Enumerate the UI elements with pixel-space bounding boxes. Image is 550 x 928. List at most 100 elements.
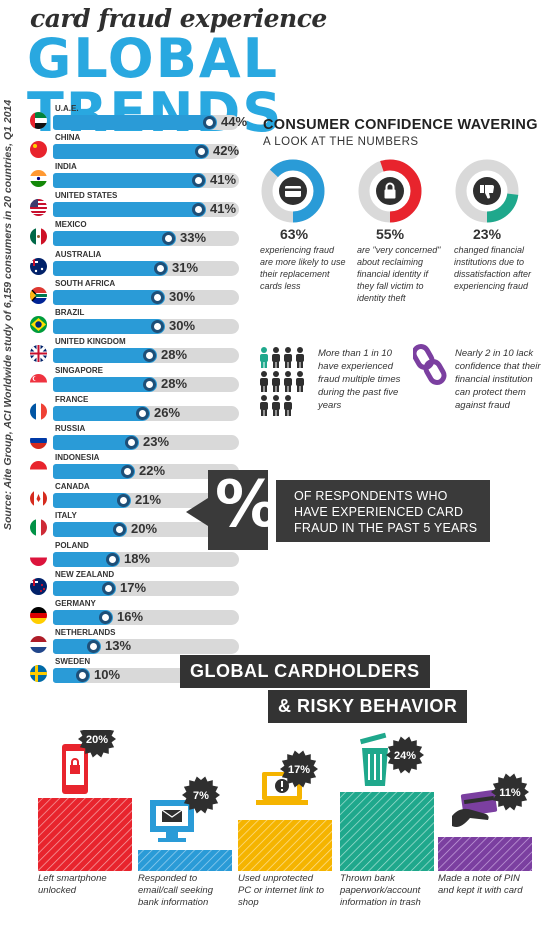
united-kingdom-flag-icon [30,344,47,362]
bar-row-mexico: MEXICO 33% [0,220,250,249]
trash-can-icon [359,732,388,786]
confidence-desc-3: changed financial institutions due to di… [454,245,532,291]
country-label: SINGAPORE [55,365,104,375]
bar-value-label: 42% [213,143,240,159]
mexico-flag-icon [30,228,47,246]
bar-row-united-kingdom: UNITED KINGDOM 28% [0,337,250,366]
country-label: SWEDEN [55,656,91,666]
bar-knob [192,174,205,188]
bar-knob [76,668,89,682]
bar-knob [113,523,126,537]
callout-line-2: HAVE EXPERIENCED CARD [294,505,464,519]
confidence-title: CONSUMER CONFIDENCE WAVERING [263,117,538,133]
confidence-pct-2: 55% [376,226,405,242]
bar-value-label: 21% [135,492,162,508]
bar-value-label: 41% [210,201,237,217]
page-subtitle: card fraud experience [30,4,327,33]
bar-row-singapore: SINGAPORE 28% [0,366,250,395]
sweden-flag-icon [30,664,47,682]
bar-value-label: 28% [161,375,188,391]
bar-knob [151,290,164,304]
bar-knob [87,639,100,653]
smartphone-lock-icon [62,744,88,794]
risky-desc-4: Thrown bank paperwork/account informatio… [340,873,421,908]
bar-value-label: 20% [131,521,158,537]
bar-knob [143,348,156,362]
person-icon [272,395,280,416]
risky-behavior-chart: 20% 7% 17% 24% 11% [38,730,532,871]
risky-burst-5 [491,773,529,811]
united-states-flag-icon [30,199,47,217]
country-label: GERMANY [55,598,96,608]
person-icon [272,347,280,368]
canada-flag-icon [30,490,47,508]
page-title: GLOBAL TRENDS [27,27,284,144]
bar-mexico [53,231,176,247]
bar-value-label: 31% [172,259,199,275]
russia-flag-icon [30,432,47,450]
person-icon [260,347,268,368]
bar-row-china: CHINA 42% [0,133,250,162]
bar-row-new-zealand: NEW ZEALAND 17% [0,570,250,599]
bar-singapore [53,376,157,392]
credit-card-icon [279,177,307,205]
bar-u-a-e [53,115,217,130]
bar-value-label: 13% [105,637,132,653]
card-in-hand-icon [452,789,498,827]
country-label: UNITED STATES [55,191,118,201]
callout-line-1: OF RESPONDENTS WHO [294,489,448,503]
bar-knob [117,494,130,508]
confidence-ring-1 [261,159,325,223]
confidence-subtitle: A LOOK AT THE NUMBERS [263,136,419,148]
risky-pct-4: 24% [394,750,416,762]
country-label: SOUTH AFRICA [55,278,116,288]
risky-block-3 [238,820,332,871]
bar-value-label: 28% [161,346,188,362]
bar-poland [53,551,120,567]
bar-row-russia: RUSSIA 23% [0,424,250,453]
person-icon [272,371,280,392]
bar-value-label: 23% [143,434,170,450]
callout-line-3: FRAUD IN THE PAST 5 YEARS [294,521,478,535]
person-icon [296,347,304,368]
confidence-desc-2: are "very concerned" about reclaiming fi… [357,245,441,303]
risky-desc-2: Responded to email/call seeking bank inf… [138,873,213,908]
bar-row-netherlands: NETHERLANDS 13% [0,628,250,657]
thumbs-down-icon [473,177,501,205]
ring-arc [261,159,325,223]
person-icon [260,371,268,392]
new-zealand-flag-icon [30,577,47,595]
chain-stat-text: Nearly 2 in 10 lack confidence that thei… [455,348,541,411]
risky-title-line-1: GLOBAL CARDHOLDERS [180,655,430,688]
bar-knob [99,610,112,624]
bar-knob [121,465,134,479]
ring-arc [358,159,422,223]
chain-link-icon [413,344,447,385]
bar-india [53,173,206,189]
singapore-flag-icon [30,373,47,391]
bar-value-label: 44% [221,114,248,129]
country-label: INDONESIA [55,453,100,463]
bar-row-australia: AUSTRALIA 31% [0,250,250,279]
bar-value-label: 41% [210,172,237,188]
person-icon [284,371,292,392]
confidence-ring-2 [358,159,422,223]
country-label: POLAND [55,540,89,550]
bar-value-label: 17% [120,579,147,595]
bar-knob [102,581,115,595]
risky-block-2 [138,850,232,871]
bar-value-label: 26% [154,405,181,420]
bar-russia [53,435,139,451]
bar-indonesia [53,464,135,480]
bar-brazil [53,318,165,334]
bar-row-italy: ITALY 20% [0,511,250,540]
bar-france [53,406,150,421]
risky-block-1 [38,798,132,871]
china-flag-icon [30,141,47,159]
confidence-desc-1: experiencing fraud are more likely to us… [260,245,346,291]
bar-knob [136,407,149,420]
risky-pct-1: 20% [86,734,108,746]
confidence-pct-3: 23% [473,226,502,242]
risky-pct-3: 17% [288,764,310,776]
bar-south-africa [53,289,165,305]
